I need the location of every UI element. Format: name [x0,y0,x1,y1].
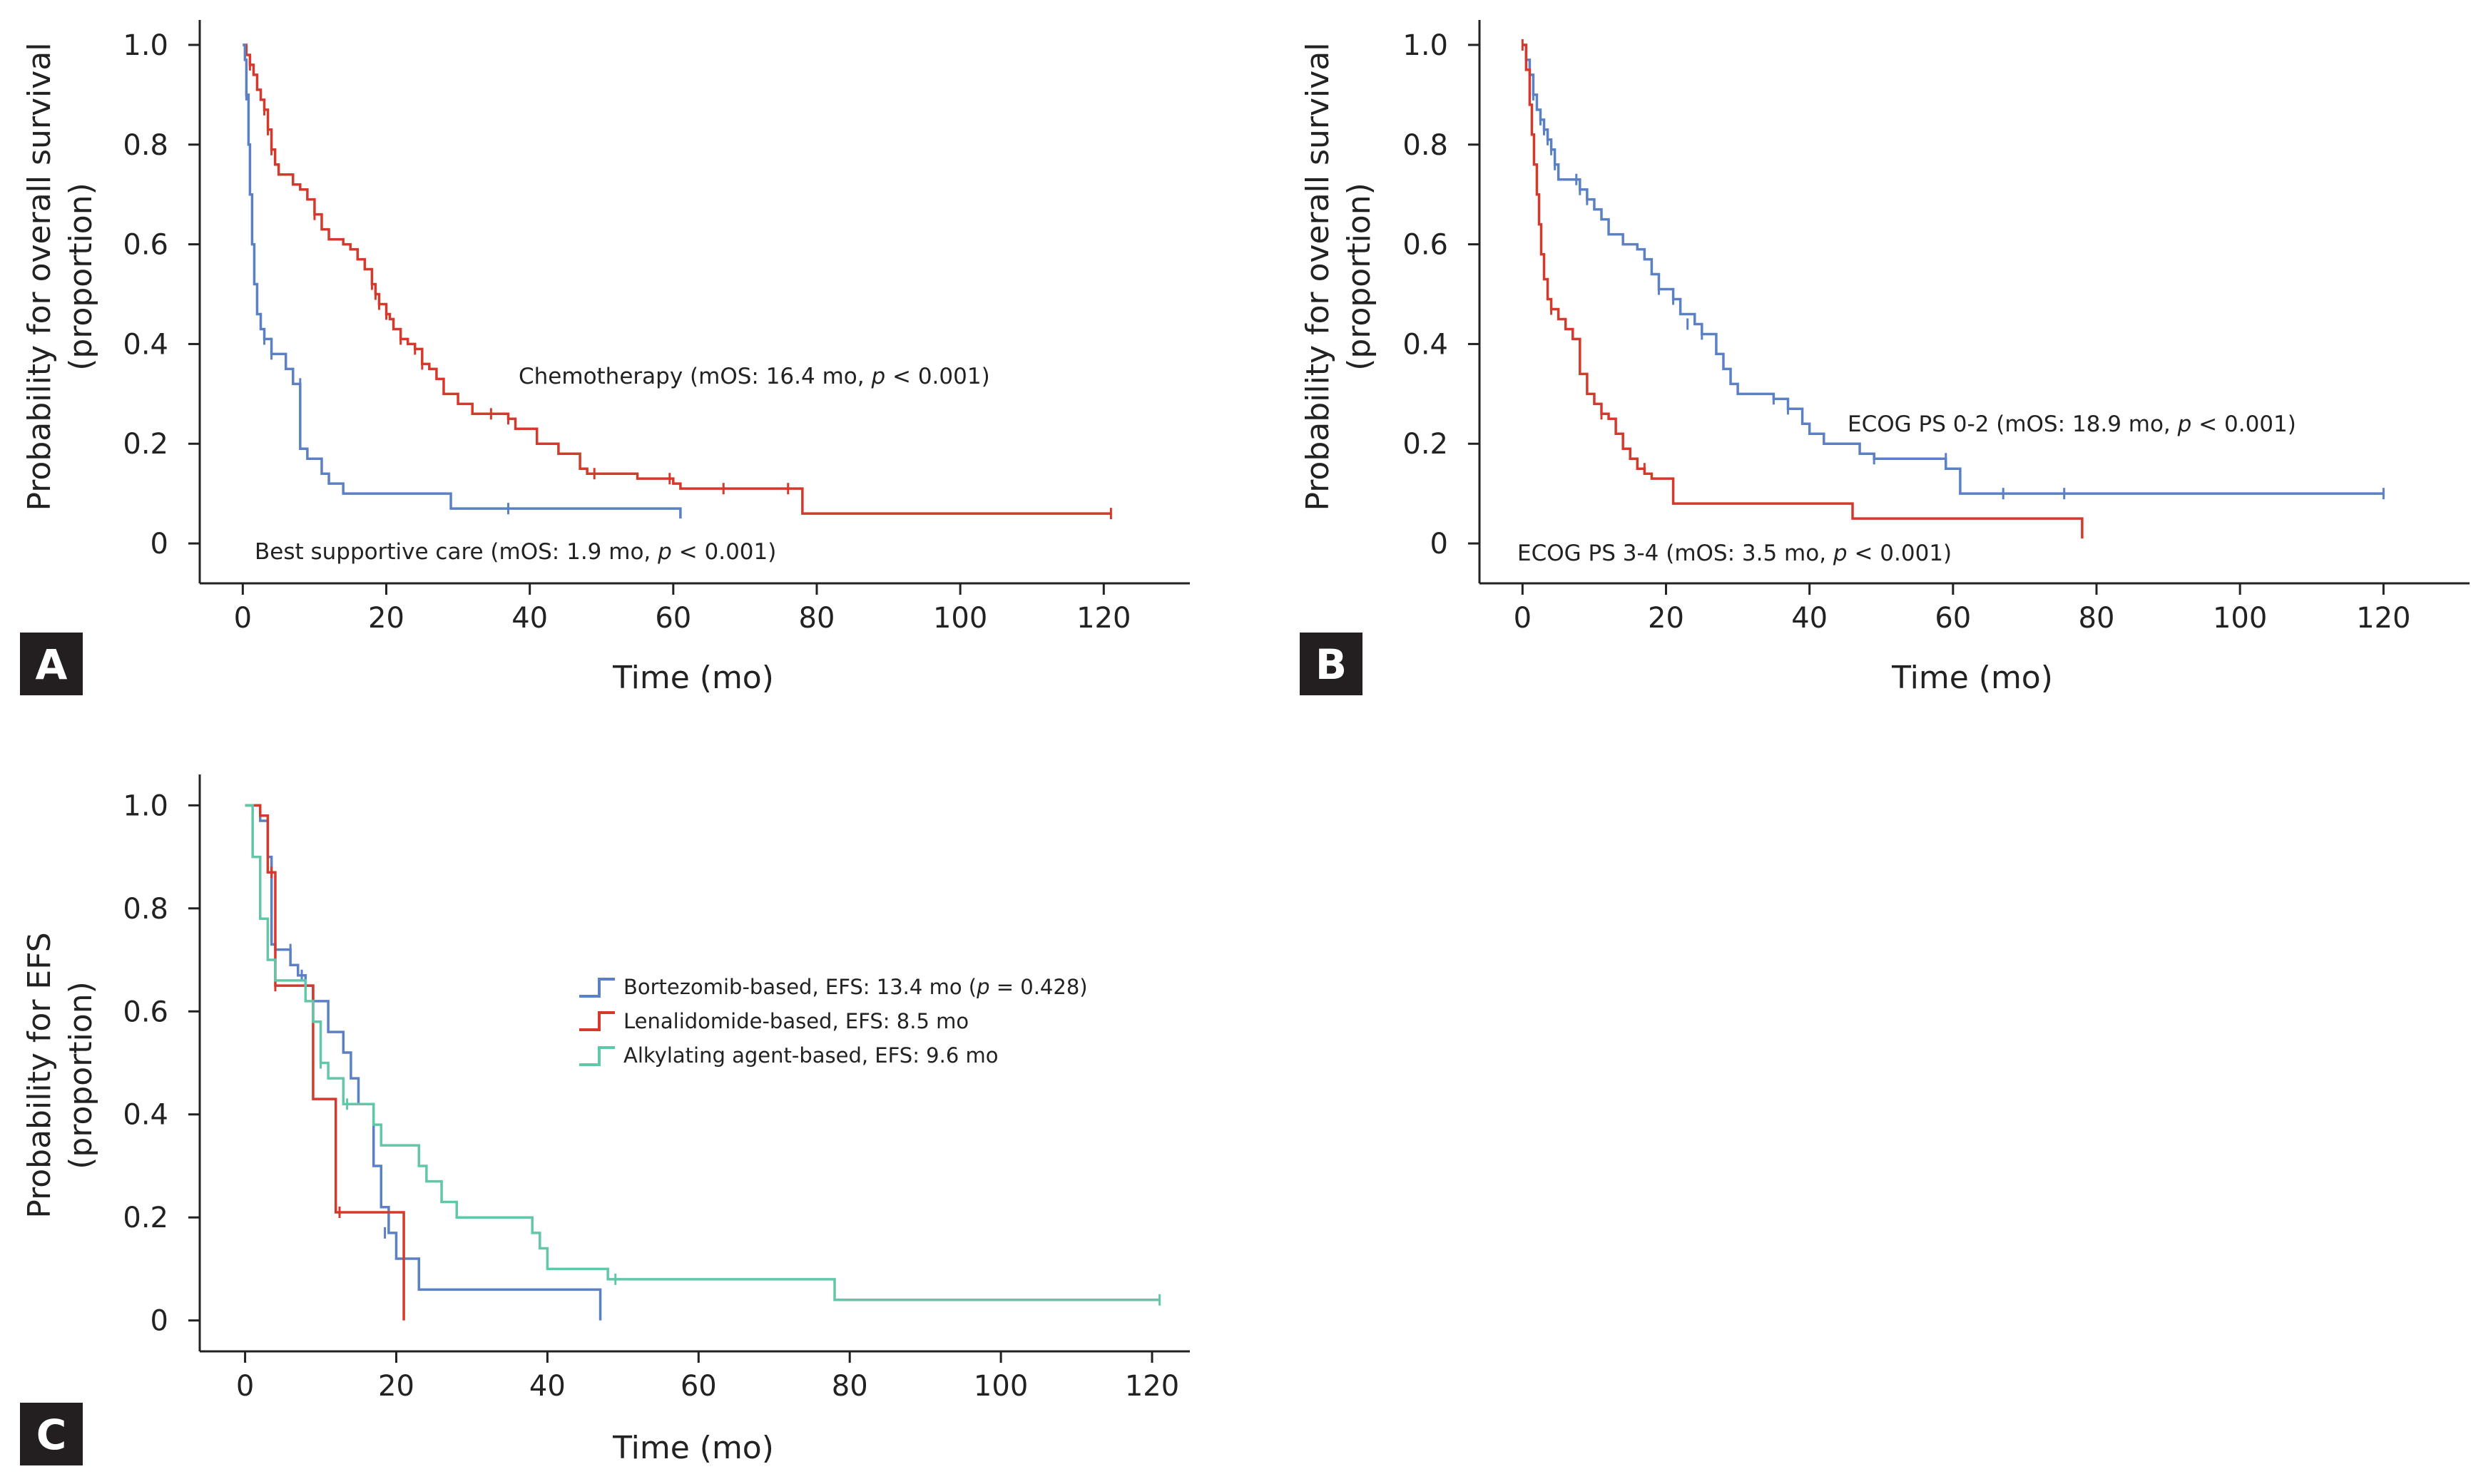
panel-b-x-tick-label: 120 [2356,602,2410,635]
panel-a-y-tick-label: 1.0 [123,29,168,62]
panel-c-xlabel: Time (mo) [612,1430,774,1466]
panel-c-y-tick-label: 1.0 [123,789,168,822]
panel-b-ylabel-line2: (proportion) [1341,183,1377,371]
panel-b-x-tick-label: 20 [1648,602,1684,635]
panel-a-letter-box [20,633,83,695]
panel-b-ylabel-line1: Probability for overall survival [1300,43,1336,511]
panel-a-x-tick-label: 40 [511,602,548,635]
panel-b: 0 20 40 60 80 100 120 0 0.2 0.4 0.6 0.8 1.0 Time (mo… [1300,20,2470,696]
panel-c-y-tick-label: 0 [151,1305,168,1338]
panel-c-y-tick-label: 0.2 [123,1202,168,1234]
panel-b-y-tick-label: 0.2 [1402,428,1448,461]
panel-b-letter-box [1300,633,1362,695]
panel-c-x-tick-label: 80 [832,1370,868,1403]
panel-b-annotation-ecog-3-4: ECOG PS 3-4 (mOS: 3.5 mo, p < 0.001) [1517,541,1952,566]
panel-a-annotation-chemotherapy: Chemotherapy (mOS: 16.4 mo, p < 0.001) [519,364,990,389]
panel-a-y-tick-label: 0.2 [123,428,168,461]
panel-b-annotation-ecog-0-2: ECOG PS 0-2 (mOS: 18.9 mo, p < 0.001) [1848,411,2296,437]
panel-b-curve-1 [1522,44,2084,539]
legend-swatch-lenalidomide [579,1011,615,1031]
panel-a-x-tick-label: 60 [655,602,691,635]
panel-c-curve-2 [245,804,1160,1301]
panel-c-curve-0 [245,804,602,1321]
panel-a-ylabel-line2: (proportion) [63,183,99,371]
panel-a-axes: 0 20 40 60 80 100 120 0 0.2 0.4 0.6 0.8 1.0 [123,20,1190,635]
panel-b-y-tick-label: 1.0 [1402,29,1448,62]
panel-c-letter: C [36,1411,67,1459]
legend-label-bortezomib: Bortezomib-based, EFS: 13.4 mo (p = 0.42… [623,975,1088,999]
panel-c-x-tick-label: 100 [974,1370,1028,1403]
panel-b-y-tick-label: 0.6 [1402,229,1448,262]
legend-swatch-alkylating [579,1046,615,1066]
panel-b-x-tick-label: 100 [2213,602,2267,635]
panel-c-y-tick-label: 0.4 [123,1099,168,1132]
panel-a: 0 20 40 60 80 100 120 0 0.2 0.4 0.6 0.8 1.0 Time (mo… [20,20,1190,696]
panel-c-axes: 0 20 40 60 80 100 120 0 0.2 0.4 0.6 0.8 1.0 [123,774,1190,1403]
panel-a-x-tick-label: 100 [933,602,987,635]
legend-item-lenalidomide: Lenalidomide-based, EFS: 8.5 mo [579,1009,969,1033]
panel-a-curve-0 [243,44,1111,515]
panel-b-x-tick-label: 60 [1935,602,1971,635]
panel-c: 0 20 40 60 80 100 120 0 0.2 0.4 0.6 0.8 1.0 Time (mo… [20,774,1190,1466]
panel-b-xlabel: Time (mo) [1891,660,2053,696]
panel-c-letter-box [20,1403,83,1465]
panel-c-y-tick-label: 0.6 [123,996,168,1028]
panel-c-curve-1 [245,804,405,1321]
panel-c-legend: Bortezomib-based, EFS: 13.4 mo (p = 0.42… [579,975,1088,1068]
panel-a-series [243,44,1112,520]
panel-a-y-tick-label: 0.4 [123,328,168,361]
panel-a-x-tick-label: 80 [799,602,835,635]
panel-c-y-tick-label: 0.8 [123,893,168,926]
panel-b-curve-0 [1522,44,2384,495]
panel-a-x-tick-label: 20 [368,602,404,635]
panel-a-letter: A [36,640,68,689]
panel-b-letter: B [1315,640,1347,689]
panel-b-x-tick-label: 40 [1791,602,1828,635]
panel-c-x-tick-label: 40 [529,1370,566,1403]
panel-a-y-tick-label: 0.8 [123,129,168,162]
panel-a-x-tick-label: 0 [234,602,252,635]
panel-b-axes: 0 20 40 60 80 100 120 0 0.2 0.4 0.6 0.8 1.0 [1402,20,2470,635]
panel-a-x-tick-label: 120 [1076,602,1131,635]
panel-c-x-tick-label: 120 [1125,1370,1179,1403]
legend-item-alkylating: Alkylating agent-based, EFS: 9.6 mo [579,1043,999,1068]
panel-c-ylabel-line1: Probability for EFS [21,932,58,1218]
legend-label-lenalidomide: Lenalidomide-based, EFS: 8.5 mo [623,1009,969,1033]
panel-c-x-tick-label: 0 [236,1370,254,1403]
legend-label-alkylating: Alkylating agent-based, EFS: 9.6 mo [623,1043,999,1068]
legend-item-bortezomib: Bortezomib-based, EFS: 13.4 mo (p = 0.42… [579,975,1088,999]
panel-c-x-tick-label: 60 [681,1370,717,1403]
panel-b-series [1521,39,2385,539]
legend-swatch-bortezomib [579,978,615,998]
panel-c-ylabel-line2: (proportion) [63,981,99,1170]
panel-c-series [245,804,1161,1321]
panel-a-xlabel: Time (mo) [612,660,774,696]
panel-a-curve-1 [243,44,682,519]
panel-a-y-tick-label: 0 [151,528,168,561]
panel-c-x-tick-label: 20 [378,1370,414,1403]
panel-b-y-tick-label: 0.4 [1402,328,1448,361]
panel-b-x-tick-label: 0 [1514,602,1532,635]
panel-b-y-tick-label: 0.8 [1402,129,1448,162]
panel-b-y-tick-label: 0 [1430,528,1448,561]
panel-a-ylabel-line1: Probability for overall survival [21,43,58,511]
panel-a-annotation-bsc: Best supportive care (mOS: 1.9 mo, p < 0… [255,539,776,565]
panel-a-y-tick-label: 0.6 [123,229,168,262]
panel-b-x-tick-label: 80 [2079,602,2115,635]
